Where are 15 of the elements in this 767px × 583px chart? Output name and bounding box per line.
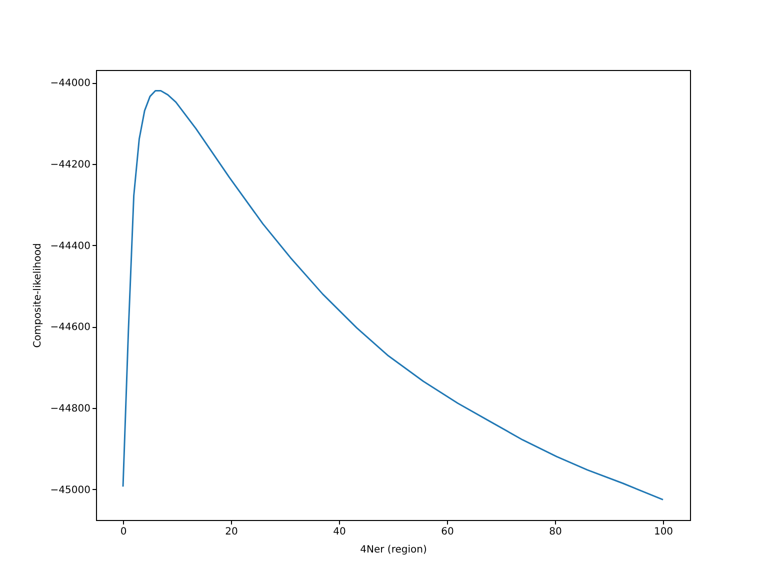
x-tick-label: 60 — [441, 526, 454, 538]
x-tick-label: 80 — [549, 526, 562, 538]
x-tick-label: 0 — [120, 526, 127, 538]
y-tick-label: −44200 — [50, 159, 90, 170]
x-tick-label: 20 — [225, 526, 238, 538]
x-axis-title: 4Ner (region) — [360, 544, 427, 556]
line-series — [122, 90, 664, 500]
y-tick-label: −44800 — [50, 404, 90, 415]
y-tick-label: −44000 — [50, 78, 90, 90]
y-axis-title: Composite-likelihood — [32, 243, 44, 348]
y-tick-label: −45000 — [50, 484, 90, 496]
y-tick-label: −44400 — [50, 240, 90, 252]
y-tick-label: −44600 — [50, 322, 90, 334]
x-tick-label: 40 — [333, 526, 346, 538]
x-tick-label: 100 — [654, 526, 674, 538]
